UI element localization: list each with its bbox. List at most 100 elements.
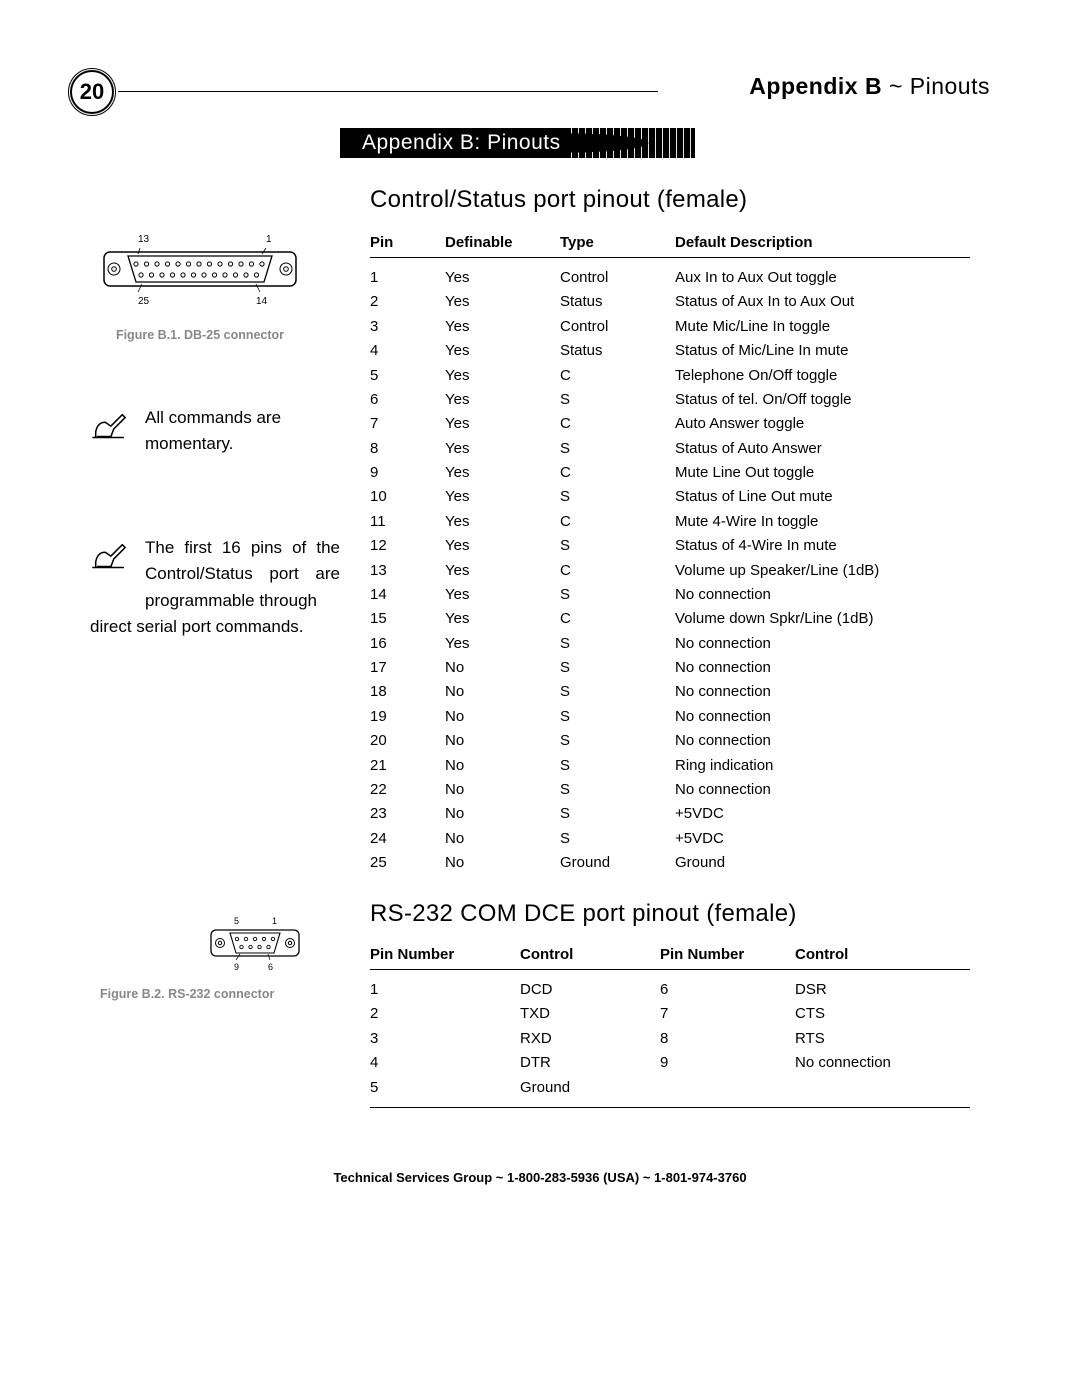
table-cell: S: [560, 631, 675, 655]
table-row: 4YesStatusStatus of Mic/Line In mute: [370, 339, 970, 363]
table-cell: 11: [370, 509, 445, 533]
table-cell: 17: [370, 655, 445, 679]
table-cell: Ground: [560, 850, 675, 874]
table-cell: 2: [370, 290, 445, 314]
table-cell: Status: [560, 339, 675, 363]
table-cell: No connection: [675, 631, 970, 655]
table-header-row: Pin Definable Type Default Description: [370, 234, 970, 258]
pin-label-6: 6: [268, 962, 273, 972]
col-pin-number-b: Pin Number: [660, 946, 795, 970]
table-row: 11YesCMute 4-Wire In toggle: [370, 509, 970, 533]
table-cell: Yes: [445, 314, 560, 338]
pin-label-14: 14: [256, 296, 268, 307]
table-cell: Status of Auto Answer: [675, 436, 970, 460]
table-cell: Mute 4-Wire In toggle: [675, 509, 970, 533]
table-cell: 8: [660, 1026, 795, 1050]
table-cell: C: [560, 607, 675, 631]
db25-caption: Figure B.1. DB-25 connector: [100, 328, 300, 342]
table-cell: No: [445, 802, 560, 826]
section2-title: RS-232 COM DCE port pinout (female): [370, 900, 797, 928]
table-cell: No: [445, 729, 560, 753]
table-cell: Yes: [445, 436, 560, 460]
table-row: 25NoGroundGround: [370, 850, 970, 874]
hand-writing-icon: [90, 539, 128, 571]
hand-writing-icon: [90, 409, 128, 441]
table-row: 1YesControlAux In to Aux Out toggle: [370, 265, 970, 289]
table-cell: S: [560, 753, 675, 777]
table-cell: Yes: [445, 631, 560, 655]
table-cell: No: [445, 777, 560, 801]
rs232-connector-icon: 5 1 9 6: [210, 916, 300, 976]
table-cell: [795, 1075, 970, 1099]
margin-note-1: All commands are momentary.: [90, 405, 340, 458]
table-cell: No: [445, 826, 560, 850]
table-cell: DSR: [795, 977, 970, 1001]
table-row: 19NoSNo connection: [370, 704, 970, 728]
table-cell: C: [560, 460, 675, 484]
table-cell: S: [560, 802, 675, 826]
margin-note-2: The first 16 pins of the Control/Status …: [90, 535, 340, 640]
rs232-pinout-table: Pin Number Control Pin Number Control 1D…: [370, 946, 970, 1108]
table-cell: DTR: [520, 1051, 660, 1075]
rs232-connector-figure: 5 1 9 6: [210, 916, 300, 981]
col-pin: Pin: [370, 234, 445, 258]
table-cell: Status of Aux In to Aux Out: [675, 290, 970, 314]
note1-text: All commands are momentary.: [145, 405, 340, 458]
table-cell: C: [560, 558, 675, 582]
table-cell: 18: [370, 680, 445, 704]
section1-title: Control/Status port pinout (female): [370, 186, 747, 214]
table-cell: 20: [370, 729, 445, 753]
table-cell: 15: [370, 607, 445, 631]
table-cell: No: [445, 655, 560, 679]
header-rule: [118, 91, 658, 92]
table-cell: Status of 4-Wire In mute: [675, 534, 970, 558]
table-row: 17NoSNo connection: [370, 655, 970, 679]
table-cell: CTS: [795, 1002, 970, 1026]
table-cell: Yes: [445, 387, 560, 411]
table-row: 2YesStatusStatus of Aux In to Aux Out: [370, 290, 970, 314]
table-cell: TXD: [520, 1002, 660, 1026]
table-cell: S: [560, 704, 675, 728]
table-cell: Aux In to Aux Out toggle: [675, 265, 970, 289]
table-cell: Status of Mic/Line In mute: [675, 339, 970, 363]
table-cell: C: [560, 363, 675, 387]
table-cell: 14: [370, 582, 445, 606]
table-cell: 3: [370, 1026, 520, 1050]
table-row: 5YesCTelephone On/Off toggle: [370, 363, 970, 387]
table-cell: Yes: [445, 582, 560, 606]
table-cell: S: [560, 655, 675, 679]
table-cell: 22: [370, 777, 445, 801]
table-cell: 1: [370, 977, 520, 1001]
table-cell: S: [560, 826, 675, 850]
pin-label-25: 25: [138, 296, 150, 307]
table-cell: 4: [370, 1051, 520, 1075]
page-footer: Technical Services Group ~ 1-800-283-593…: [0, 1170, 1080, 1185]
table-row: 1DCD6DSR: [370, 977, 970, 1001]
table-row: 9YesCMute Line Out toggle: [370, 460, 970, 484]
banner-wave-decoration: [565, 128, 695, 158]
pin-label-5: 5: [234, 916, 239, 926]
table-cell: Yes: [445, 290, 560, 314]
col-default-description: Default Description: [675, 234, 970, 258]
table-cell: 6: [660, 977, 795, 1001]
table-cell: Control: [560, 314, 675, 338]
table2-bottom-rule: [370, 1107, 970, 1108]
rs232-caption: Figure B.2. RS-232 connector: [100, 987, 274, 1001]
appendix-banner: Appendix B: Pinouts: [340, 128, 695, 158]
table-cell: 8: [370, 436, 445, 460]
table-cell: 7: [370, 412, 445, 436]
pin-label-1: 1: [272, 916, 277, 926]
table-row: 3RXD8RTS: [370, 1026, 970, 1050]
table-cell: 6: [370, 387, 445, 411]
table-cell: 2: [370, 1002, 520, 1026]
table-row: 13YesCVolume up Speaker/Line (1dB): [370, 558, 970, 582]
db25-connector-icon: 13 1 25 14: [100, 232, 300, 310]
table-cell: No: [445, 753, 560, 777]
table-cell: 12: [370, 534, 445, 558]
table-cell: +5VDC: [675, 826, 970, 850]
table-cell: Status: [560, 290, 675, 314]
header-appendix-label: Appendix B: [749, 73, 882, 99]
table-cell: 23: [370, 802, 445, 826]
table-cell: 16: [370, 631, 445, 655]
table-cell: Ground: [520, 1075, 660, 1099]
